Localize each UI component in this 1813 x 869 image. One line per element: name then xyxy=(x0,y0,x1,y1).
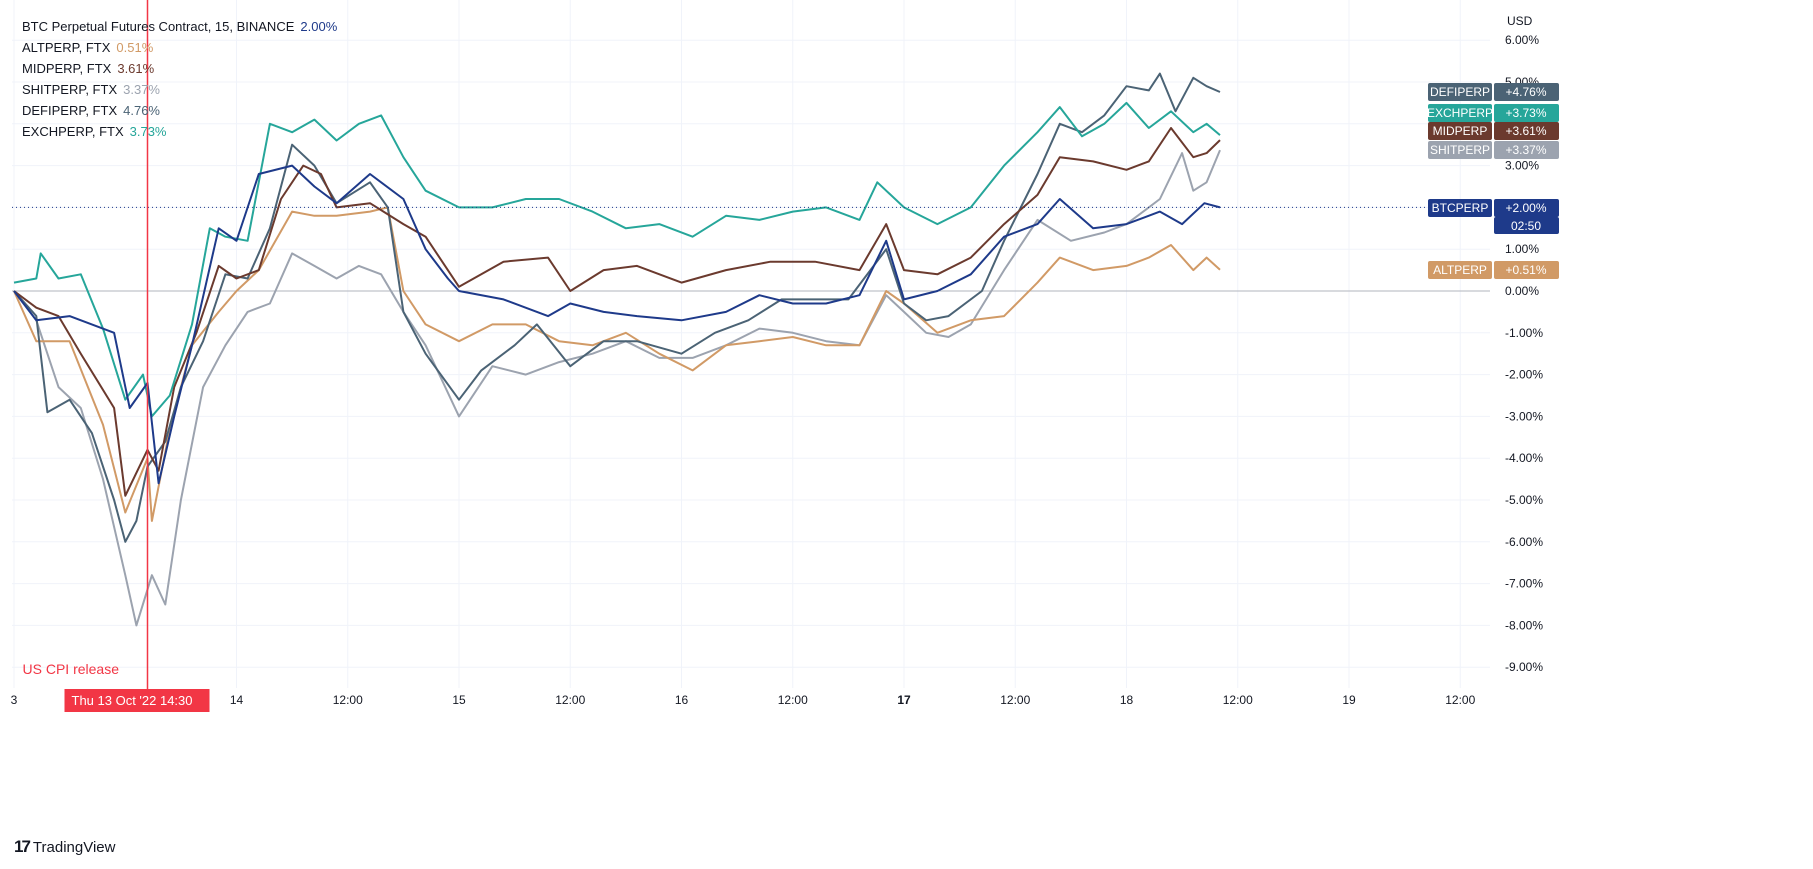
legend-row-btc[interactable]: BTC Perpetual Futures Contract, 15, BINA… xyxy=(22,16,337,37)
cpi-marker: US CPI release Thu 13 Oct '22 14:30 xyxy=(23,0,210,712)
badge-value-bg xyxy=(1494,122,1559,140)
x-tick-label: 12:00 xyxy=(778,693,808,707)
legend-row-defiperp[interactable]: DEFIPERP, FTX 4.76% xyxy=(22,100,337,121)
tradingview-logo-icon: 17 xyxy=(14,837,31,856)
x-tick-label: 12:00 xyxy=(1223,693,1253,707)
badge-name-bg xyxy=(1428,83,1492,101)
legend-value: 2.00% xyxy=(300,19,338,34)
x-tick-label: 19 xyxy=(1342,693,1356,707)
legend-value: 3.61% xyxy=(117,61,155,76)
legend-row-midperp[interactable]: MIDPERP, FTX 3.61% xyxy=(22,58,337,79)
series-line-midperp xyxy=(13,127,1221,497)
badge-value: +2.00% xyxy=(1505,201,1546,215)
legend-row-altperp[interactable]: ALTPERP, FTX 0.51% xyxy=(22,37,337,58)
series-line-btcperp xyxy=(13,164,1221,485)
y-axis-unit: USD xyxy=(1507,14,1533,28)
x-tick-label: 17 xyxy=(897,693,911,707)
legend-name: DEFIPERP, FTX xyxy=(22,103,118,118)
legend-row-exchperp[interactable]: EXCHPERP, FTX 3.73% xyxy=(22,121,337,142)
badge-value: +0.51% xyxy=(1505,263,1546,277)
y-tick-label: 3.00% xyxy=(1505,159,1539,173)
y-tick-label: -8.00% xyxy=(1505,618,1543,632)
badge-value-bg xyxy=(1494,83,1559,101)
y-tick-label: 0.00% xyxy=(1505,284,1539,298)
price-badges: BTCPERP +2.00% 02:50 ALTPERP +0.51% MIDPERP +3… xyxy=(1427,83,1559,279)
legend-name: EXCHPERP, FTX xyxy=(22,124,124,139)
badge-value: +3.37% xyxy=(1505,143,1546,157)
series-line-exchperp xyxy=(13,101,1221,418)
badge-name-bg xyxy=(1428,141,1492,159)
y-tick-label: -2.00% xyxy=(1505,368,1543,382)
x-tick-label: 18 xyxy=(1120,693,1134,707)
y-tick-label: -5.00% xyxy=(1505,493,1543,507)
series-lines xyxy=(12,72,1490,627)
legend-name: SHITPERP, FTX xyxy=(22,82,118,97)
series-line-defiperp xyxy=(13,72,1221,543)
cpi-date-label: Thu 13 Oct '22 14:30 xyxy=(72,693,193,708)
legend-name: BTC Perpetual Futures Contract, 15, BINA… xyxy=(22,19,295,34)
x-axis[interactable]: 3 14 12:00 15 12:00 16 12:00 17 12:00 18 12:00 19 12… xyxy=(11,693,1476,707)
legend-value: 0.51% xyxy=(116,40,154,55)
tradingview-logo[interactable]: 17 TradingView xyxy=(14,837,115,857)
y-tick-label: 1.00% xyxy=(1505,242,1539,256)
y-tick-label: -4.00% xyxy=(1505,451,1543,465)
legend-name: ALTPERP, FTX xyxy=(22,40,111,55)
y-tick-label: 6.00% xyxy=(1505,33,1539,47)
grid xyxy=(12,0,1490,688)
x-tick-label: 12:00 xyxy=(555,693,585,707)
y-tick-label: -3.00% xyxy=(1505,409,1543,423)
cpi-release-label: US CPI release xyxy=(23,661,120,677)
series-line-altperp xyxy=(13,206,1221,522)
badge-value-bg xyxy=(1494,141,1559,159)
legend-value: 4.76% xyxy=(123,103,160,118)
badge-value: +3.61% xyxy=(1505,124,1546,138)
y-tick-label: -1.00% xyxy=(1505,326,1543,340)
x-tick-label: 3 xyxy=(11,693,18,707)
x-tick-label: 16 xyxy=(675,693,689,707)
x-tick-label: 12:00 xyxy=(1000,693,1030,707)
y-tick-label: -9.00% xyxy=(1505,660,1543,674)
badge-countdown: 02:50 xyxy=(1511,219,1541,233)
badge-name-bg xyxy=(1428,104,1492,122)
badge-name: EXCHPERP xyxy=(1427,106,1493,120)
x-tick-label: 15 xyxy=(452,693,466,707)
badge-name: MIDPERP xyxy=(1433,124,1488,138)
series-line-shitperp xyxy=(13,149,1221,627)
badge-name: DEFIPERP xyxy=(1430,85,1490,99)
badge-value: +4.76% xyxy=(1505,85,1546,99)
badge-value-bg xyxy=(1494,104,1559,122)
badge-value-bg xyxy=(1494,261,1559,279)
y-tick-label: -7.00% xyxy=(1505,577,1543,591)
badge-name: ALTPERP xyxy=(1433,263,1487,277)
legend-value: 3.73% xyxy=(129,124,167,139)
tradingview-logo-text: TradingView xyxy=(32,838,116,856)
y-tick-label: -6.00% xyxy=(1505,535,1543,549)
badge-value: +3.73% xyxy=(1505,106,1546,120)
cpi-date-badge xyxy=(64,689,210,712)
badge-name-bg xyxy=(1428,261,1492,279)
x-tick-label: 12:00 xyxy=(333,693,363,707)
x-tick-label: 12:00 xyxy=(1445,693,1475,707)
legend-name: MIDPERP, FTX xyxy=(22,61,112,76)
badge-name: BTCPERP xyxy=(1432,201,1489,215)
legend-value: 3.37% xyxy=(123,82,160,97)
chart-legend: BTC Perpetual Futures Contract, 15, BINA… xyxy=(22,16,337,142)
badge-name-bg xyxy=(1428,199,1492,217)
badge-name-bg xyxy=(1428,122,1492,140)
badge-countdown-bg xyxy=(1494,217,1559,234)
legend-row-shitperp[interactable]: SHITPERP, FTX 3.37% xyxy=(22,79,337,100)
x-tick-label: 14 xyxy=(230,693,244,707)
badge-value-bg xyxy=(1494,199,1559,217)
badge-name: SHITPERP xyxy=(1430,143,1490,157)
